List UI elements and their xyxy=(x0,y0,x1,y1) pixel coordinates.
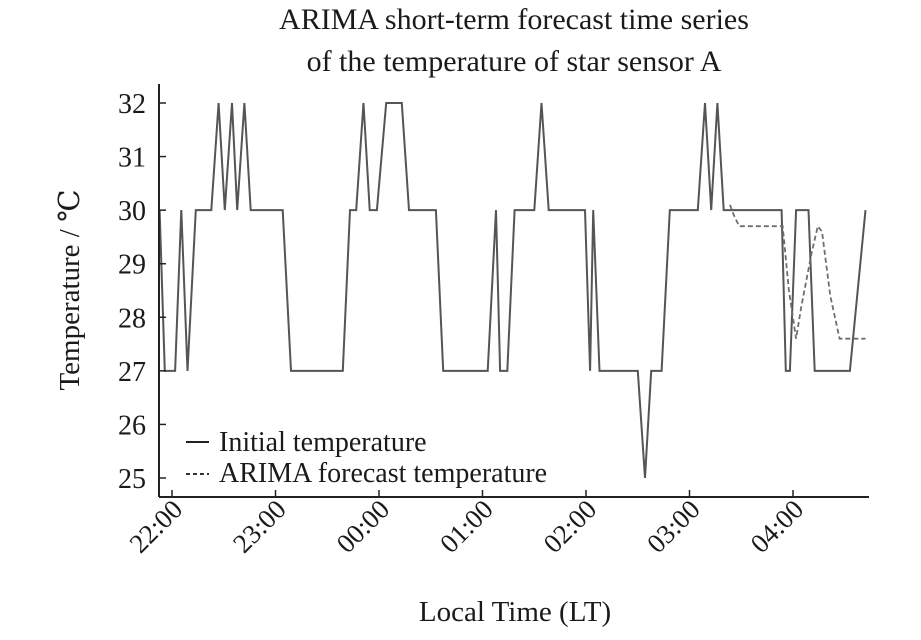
y-tick-label: 26 xyxy=(118,410,146,441)
x-axis-label: Local Time (LT) xyxy=(419,596,611,628)
y-axis-label: Temperature / ℃ xyxy=(54,189,86,390)
plot-lines xyxy=(158,102,867,479)
y-tick-label: 27 xyxy=(118,357,146,388)
x-axis-ticks: 22:00 23:00 00:00 01:00 02:00 03:00 04:00 xyxy=(124,490,810,559)
chart-title-line-1: ARIMA short-term forecast time series xyxy=(279,3,749,36)
y-tick-label: 30 xyxy=(118,196,146,227)
series-line-initial xyxy=(158,102,867,479)
y-tick-label: 31 xyxy=(118,143,146,174)
x-tick-label: 00:00 xyxy=(331,494,396,559)
x-tick-label: 22:00 xyxy=(124,494,189,559)
chart-title-line-2: of the temperature of star sensor A xyxy=(307,45,722,78)
x-tick-label: 23:00 xyxy=(227,494,292,559)
x-tick-label: 04:00 xyxy=(745,494,810,559)
y-tick-label: 32 xyxy=(118,89,146,120)
y-tick-label: 25 xyxy=(118,464,146,495)
legend-label-forecast: ARIMA forecast temperature xyxy=(219,458,547,489)
x-tick-label: 03:00 xyxy=(641,494,706,559)
y-axis-ticks: 25 26 27 28 29 30 31 32 xyxy=(118,89,166,495)
x-tick-label: 01:00 xyxy=(434,494,499,559)
y-tick-label: 28 xyxy=(118,303,146,334)
legend: Initial temperature ARIMA forecast tempe… xyxy=(186,427,547,489)
y-tick-label: 29 xyxy=(118,250,146,281)
legend-label-initial: Initial temperature xyxy=(219,427,427,458)
x-tick-label: 02:00 xyxy=(538,494,603,559)
series-line-forecast xyxy=(729,204,866,340)
